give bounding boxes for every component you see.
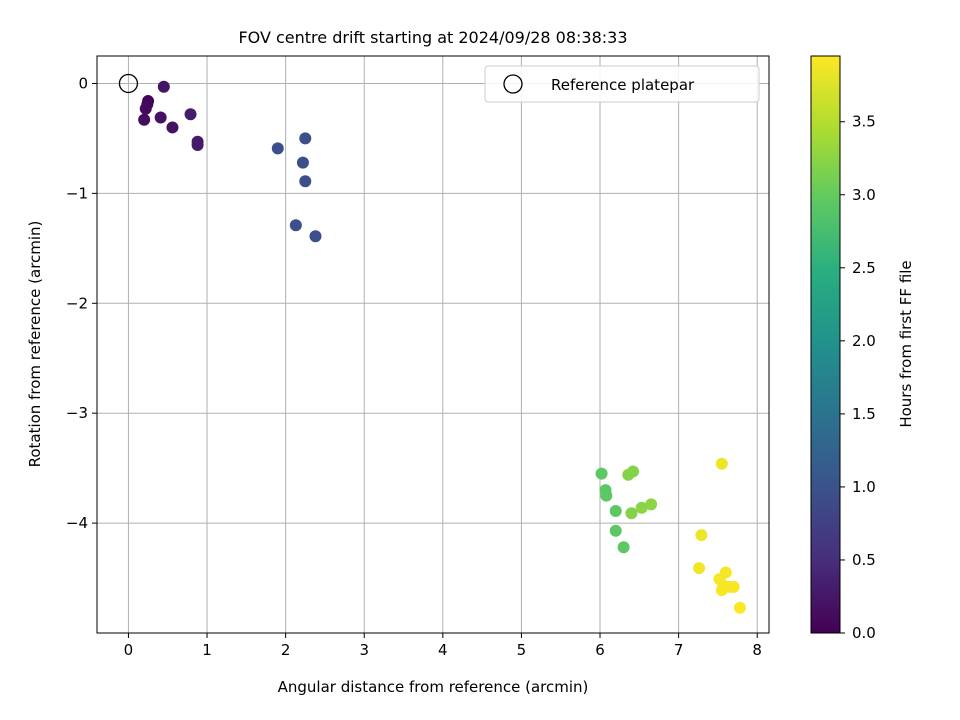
colorbar-tick-label: 2.0 (852, 332, 876, 350)
legend-label: Reference platepar (551, 76, 695, 94)
chart-title: FOV centre drift starting at 2024/09/28 … (238, 28, 627, 47)
scatter-point (139, 102, 152, 115)
y-tick-label: −3 (66, 404, 88, 422)
scatter-point (166, 121, 179, 134)
x-tick-label: 0 (124, 641, 134, 659)
scatter-point (645, 498, 658, 511)
scatter-point (695, 529, 708, 542)
colorbar-tick-label: 1.5 (852, 405, 876, 423)
scatter-point (609, 505, 622, 518)
colorbar-tick-label: 0.0 (852, 624, 876, 642)
y-tick-label: −1 (66, 184, 88, 202)
colorbar-tick-label: 3.5 (852, 113, 876, 131)
scatter-points (138, 80, 746, 614)
reference-platepar-marker (118, 73, 139, 94)
plot-frame (96, 55, 770, 634)
scatter-point (617, 541, 630, 554)
scatter-point (625, 507, 638, 520)
scatter-point (627, 465, 640, 478)
scatter-point (154, 111, 167, 124)
scatter-point (693, 562, 706, 575)
x-tick-label: 3 (359, 641, 369, 659)
scatter-point (715, 457, 728, 470)
grid-lines (97, 56, 769, 633)
colorbar-tick-label: 0.5 (852, 551, 876, 569)
scatter-point (184, 108, 197, 121)
colorbar-gradient (810, 55, 841, 634)
scatter-point (635, 501, 648, 514)
scatter-point (595, 467, 608, 480)
legend: Reference platepar (484, 65, 760, 103)
y-tick-label: 0 (78, 74, 88, 92)
x-tick-label: 1 (202, 641, 212, 659)
scatter-point (157, 80, 170, 93)
legend-box (484, 65, 760, 103)
scatter-point (138, 113, 151, 126)
x-axis-ticks: 0 1 2 3 4 5 6 7 8 (124, 633, 762, 659)
x-tick-label: 2 (281, 641, 291, 659)
scatter-point (289, 219, 302, 232)
scatter-point (296, 156, 309, 169)
scatter-point (727, 580, 740, 593)
y-axis-label: Rotation from reference (arcmin) (26, 221, 44, 468)
x-axis-label: Angular distance from reference (arcmin) (278, 678, 589, 696)
scatter-point (299, 175, 312, 188)
colorbar-label: Hours from first FF file (897, 260, 915, 427)
colorbar-tick-label: 3.0 (852, 186, 876, 204)
scatter-point (733, 601, 746, 614)
y-tick-label: −4 (66, 514, 88, 532)
y-axis-ticks: 0 −1 −2 −3 −4 (66, 74, 97, 532)
scatter-point (271, 142, 284, 155)
colorbar-tick-label: 2.5 (852, 259, 876, 277)
x-tick-label: 7 (674, 641, 684, 659)
scatter-point (600, 489, 613, 502)
x-tick-label: 4 (438, 641, 448, 659)
colorbar-tick-label: 1.0 (852, 478, 876, 496)
x-tick-label: 5 (517, 641, 527, 659)
scatter-point (299, 132, 312, 145)
scatter-point (309, 230, 322, 243)
colorbar-ticks: 0.0 0.5 1.0 1.5 2.0 2.5 3.0 3.5 (840, 113, 876, 642)
y-tick-label: −2 (66, 294, 88, 312)
legend-marker-open-circle (503, 74, 523, 94)
scatter-point (191, 139, 204, 152)
scatter-point (609, 524, 622, 537)
colorbar: 0.0 0.5 1.0 1.5 2.0 2.5 3.0 3.5 Hours from firs… (810, 55, 915, 642)
x-tick-label: 6 (595, 641, 605, 659)
x-tick-label: 8 (752, 641, 762, 659)
